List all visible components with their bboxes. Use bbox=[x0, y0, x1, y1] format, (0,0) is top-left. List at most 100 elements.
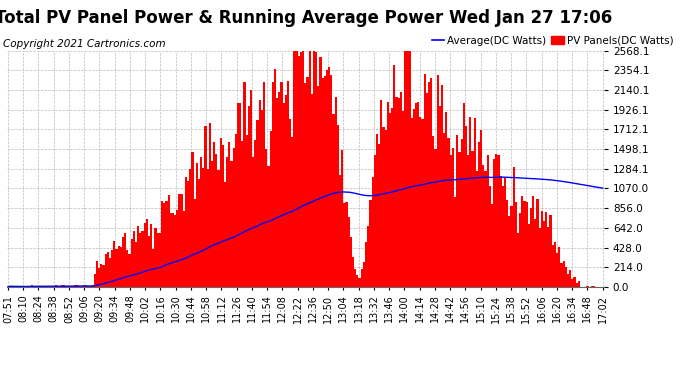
Bar bbox=[333, 114, 335, 287]
Bar bbox=[359, 279, 361, 287]
Bar bbox=[354, 269, 356, 287]
Bar bbox=[278, 92, 280, 287]
Bar bbox=[437, 75, 439, 287]
Bar bbox=[109, 258, 111, 287]
Bar bbox=[187, 181, 189, 287]
Bar bbox=[509, 216, 511, 287]
Bar bbox=[428, 82, 430, 287]
Bar bbox=[26, 286, 28, 287]
Bar bbox=[313, 51, 315, 287]
Bar bbox=[395, 97, 397, 287]
Bar bbox=[233, 148, 235, 287]
Bar bbox=[458, 153, 460, 287]
Bar bbox=[530, 207, 532, 287]
Bar bbox=[517, 233, 519, 287]
Bar bbox=[549, 215, 552, 287]
Bar bbox=[365, 242, 367, 287]
Bar bbox=[144, 222, 146, 287]
Bar bbox=[411, 118, 413, 287]
Bar bbox=[382, 127, 384, 287]
Bar bbox=[374, 155, 376, 287]
Bar bbox=[564, 267, 567, 287]
Bar bbox=[310, 94, 313, 287]
Bar bbox=[244, 82, 246, 287]
Bar bbox=[252, 157, 255, 287]
Bar bbox=[31, 285, 33, 287]
Bar bbox=[226, 157, 228, 287]
Bar bbox=[363, 262, 365, 287]
Bar bbox=[139, 233, 141, 287]
Bar bbox=[130, 239, 132, 287]
Bar bbox=[272, 82, 274, 287]
Bar bbox=[57, 286, 59, 287]
Bar bbox=[132, 231, 135, 287]
Bar bbox=[250, 90, 252, 287]
Bar bbox=[24, 286, 26, 287]
Bar bbox=[513, 168, 515, 287]
Bar bbox=[270, 131, 272, 287]
Bar bbox=[102, 265, 105, 287]
Bar bbox=[155, 228, 157, 287]
Bar bbox=[183, 211, 185, 287]
Bar bbox=[85, 285, 87, 287]
Bar bbox=[120, 247, 122, 287]
Bar bbox=[441, 85, 443, 287]
Bar bbox=[389, 113, 391, 287]
Bar bbox=[534, 219, 536, 287]
Bar bbox=[81, 286, 83, 287]
Bar bbox=[397, 98, 400, 287]
Bar bbox=[386, 102, 389, 287]
Bar bbox=[308, 51, 310, 287]
Bar bbox=[115, 249, 117, 287]
Bar bbox=[181, 194, 183, 287]
Bar bbox=[39, 286, 41, 287]
Bar bbox=[328, 67, 331, 287]
Bar bbox=[265, 149, 267, 287]
Bar bbox=[350, 237, 352, 287]
Bar bbox=[228, 142, 230, 287]
Bar bbox=[176, 210, 178, 287]
Bar bbox=[460, 140, 463, 287]
Bar bbox=[117, 246, 120, 287]
Bar bbox=[128, 254, 130, 287]
Bar bbox=[111, 249, 113, 287]
Bar bbox=[480, 130, 482, 287]
Bar bbox=[141, 231, 144, 287]
Bar bbox=[237, 103, 239, 287]
Bar bbox=[526, 202, 528, 287]
Bar bbox=[248, 106, 250, 287]
Bar bbox=[400, 92, 402, 287]
Bar bbox=[489, 186, 491, 287]
Bar bbox=[439, 106, 441, 287]
Bar bbox=[170, 213, 172, 287]
Bar bbox=[83, 285, 85, 287]
Bar bbox=[463, 104, 465, 287]
Bar bbox=[422, 119, 424, 287]
Bar bbox=[371, 177, 374, 287]
Bar bbox=[369, 200, 371, 287]
Bar bbox=[532, 196, 534, 287]
Bar bbox=[52, 286, 55, 287]
Bar bbox=[213, 142, 215, 287]
Bar bbox=[495, 154, 497, 287]
Bar bbox=[191, 152, 194, 287]
Bar bbox=[159, 233, 161, 287]
Bar bbox=[567, 274, 569, 287]
Bar bbox=[367, 226, 369, 287]
Bar bbox=[200, 157, 202, 287]
Bar bbox=[556, 253, 558, 287]
Bar bbox=[246, 135, 248, 287]
Bar bbox=[241, 141, 244, 287]
Bar bbox=[469, 117, 471, 287]
Bar bbox=[539, 228, 541, 287]
Bar bbox=[261, 110, 263, 287]
Bar bbox=[107, 252, 109, 287]
Bar bbox=[124, 233, 126, 287]
Bar bbox=[500, 176, 502, 287]
Bar bbox=[178, 194, 181, 287]
Bar bbox=[148, 237, 150, 287]
Bar bbox=[150, 224, 152, 287]
Bar bbox=[289, 119, 291, 287]
Bar bbox=[280, 82, 282, 287]
Bar bbox=[562, 261, 564, 287]
